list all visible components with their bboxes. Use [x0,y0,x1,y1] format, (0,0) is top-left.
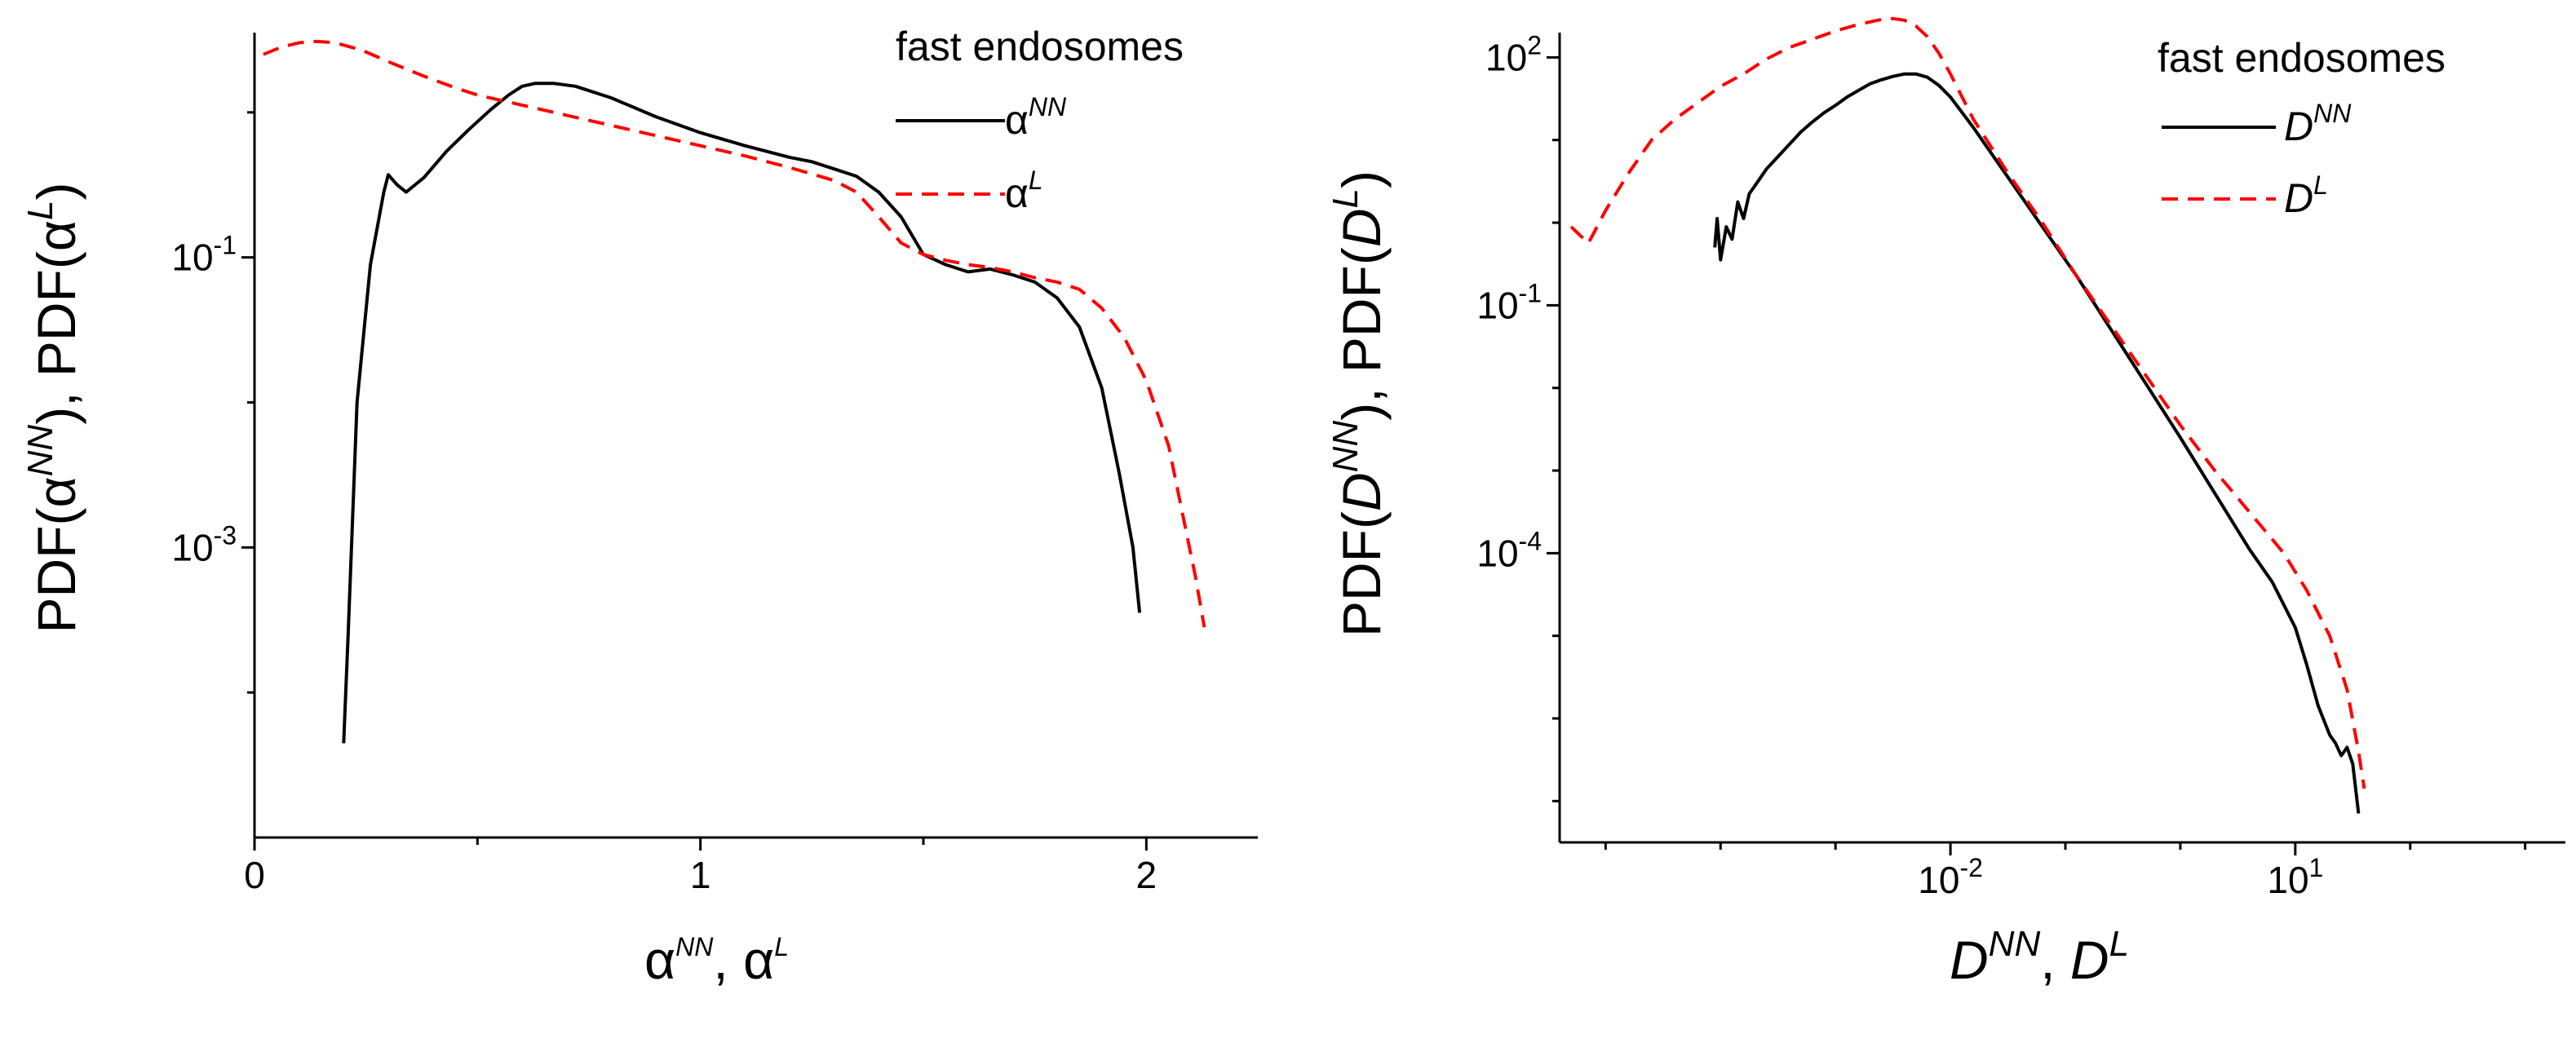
right-ylabel-d2: D [1331,208,1392,247]
right-y-tick-label: 10-1 [1476,278,1542,326]
right-legend-label-d-nn: DNN [2284,99,2352,149]
right-series-nn-line [1713,72,2361,814]
left-x-tick-label: 0 [244,854,265,896]
left-xlabel-alpha-nn: α [644,930,675,990]
right-y-tick-base: 10 [1476,532,1518,574]
left-y-tick-exponent: -1 [214,231,237,260]
right-x-tick-label: 101 [2267,853,2323,901]
right-legend-d-nn-base: D [2284,104,2313,149]
right-x-tick-base: 10 [1918,859,1959,901]
left-legend-alpha-nn-base: α [1005,97,1029,143]
left-legend-alpha-l-sup: L [1029,166,1043,195]
right-xlabel-d-nn: D [1950,930,1989,990]
right-legend-label-d-l: DL [2284,170,2328,221]
right-ylabel-l-sup: L [1326,188,1365,208]
right-legend-title: fast endosomes [2158,35,2445,81]
right-y-tick-exponent: 2 [1527,30,1542,60]
right-x-axis-label: DNN, DL [1950,924,2129,990]
right-ylabel-part2: ), PDF( [1331,247,1392,421]
right-x-tick-exponent: -2 [1959,853,1982,882]
left-legend: fast endosomes αNN αL [896,24,1184,216]
right-y-tick-exponent: -1 [1519,278,1542,307]
right-x-tick-base: 10 [2267,859,2308,901]
right-y-tick-base: 10 [1476,284,1518,326]
right-ylabel-part1: PDF( [1331,511,1392,637]
left-y-tick-base: 10 [171,236,213,279]
right-ylabel-nn-sup: NN [1326,421,1365,473]
left-y-tick-label: 10-3 [171,520,237,568]
right-y-tick-label: 102 [1485,30,1542,78]
left-y-tick-exponent: -3 [214,520,237,550]
left-axis-ticks: 0 1 210-110-3 [171,111,1157,896]
left-ylabel-part2: ), PDF(α [26,220,86,425]
right-y-tick-base: 10 [1485,36,1527,78]
left-chart-panel: 0 1 210-110-3 fast endosomes αNN αL αNN, α… [20,24,1258,990]
right-y-tick-label: 10-4 [1476,526,1542,574]
left-x-tick-label: 1 [690,854,711,896]
right-series-l-line [1569,16,2366,789]
left-series-l-line [263,39,1206,628]
right-xlabel-l-sup: L [2109,924,2129,964]
right-legend-d-nn-sup: NN [2313,99,2352,128]
right-legend: fast endosomes DNN DL [2158,35,2445,221]
left-y-tick-label: 10-1 [171,231,237,279]
right-ylabel-d1: D [1331,472,1392,511]
left-xlabel-separator: , [713,930,743,990]
right-xlabel-nn-sup: NN [1989,924,2041,964]
right-y-tick-exponent: -4 [1519,526,1542,555]
left-x-axis-label: αNN, αL [644,930,789,990]
right-legend-d-l-sup: L [2313,170,2328,200]
left-xlabel-l-sup: L [774,932,789,961]
left-x-tick-label: 2 [1136,854,1157,896]
right-series-group [1569,16,2366,814]
left-xlabel-alpha-l: α [743,930,774,990]
left-ylabel-l-sup: L [20,201,60,220]
right-legend-d-l-base: D [2284,175,2313,221]
right-ylabel-part3: ) [1331,170,1392,188]
left-y-tick-base: 10 [171,526,213,568]
left-ylabel-nn-sup: NN [20,425,60,477]
right-y-axis-label: PDF(DNN), PDF(DL) [1326,170,1392,637]
right-xlabel-d-l: D [2070,930,2109,990]
left-xlabel-nn-sup: NN [675,932,714,961]
left-legend-alpha-nn-sup: NN [1029,92,1067,122]
left-legend-label-alpha-l: αL [1005,166,1043,216]
left-ylabel-part3: ) [26,183,86,201]
left-ylabel-part1: PDF(α [26,476,86,633]
left-series-group [263,39,1206,744]
right-xlabel-separator: , [2040,930,2070,990]
left-series-nn-line [342,82,1142,744]
right-x-tick-exponent: 1 [2309,853,2324,882]
left-legend-label-alpha-nn: αNN [1005,92,1067,143]
left-legend-alpha-l-base: α [1005,170,1029,216]
left-y-axis-label: PDF(αNN), PDF(αL) [20,183,86,634]
right-x-tick-label: 10-2 [1918,853,1983,901]
left-legend-title: fast endosomes [896,24,1184,69]
